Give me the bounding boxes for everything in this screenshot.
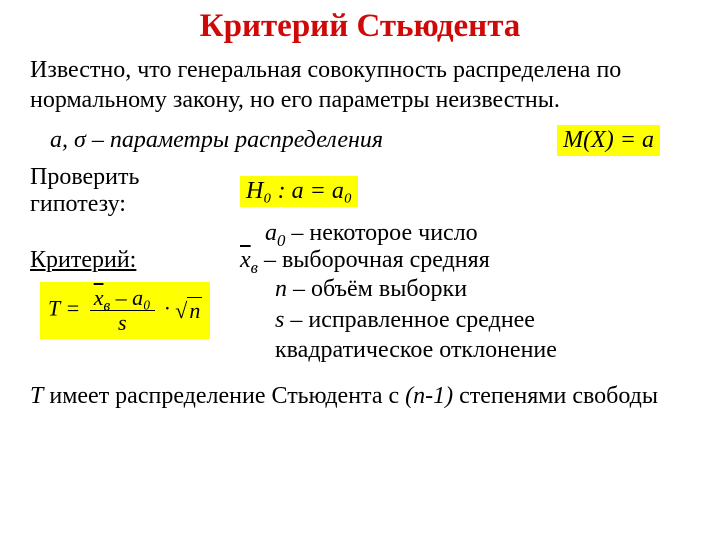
criterion-row: Критерий: xв – выборочная средняя <box>30 247 690 274</box>
h0-formula: H₀ : a = a₀ <box>240 176 358 207</box>
intro-paragraph: Известно, что генеральная совокупность р… <box>30 55 690 115</box>
slide-title: Критерий Стьюдента <box>30 8 690 45</box>
n-definition: n – объём выборки <box>275 276 690 303</box>
criterion-label: Критерий: <box>30 247 240 274</box>
a0-definition: a0 – некоторое число <box>265 220 690 247</box>
xv-definition: xв – выборочная средняя <box>240 247 490 274</box>
closing-paragraph: T имеет распределение Стьюдента с (n-1) … <box>30 381 690 411</box>
params-row: a, σ – параметры распределения M(X) = a <box>30 125 690 156</box>
hypothesis-row: Проверить гипотезу: H₀ : a = a₀ <box>30 164 690 218</box>
hypothesis-label: Проверить гипотезу: <box>30 164 240 218</box>
t-formula: T = xв – a₀ s · √n <box>40 282 210 339</box>
mx-formula: M(X) = a <box>557 125 660 156</box>
s-definition: s – исправленное среднее квадратическое … <box>275 305 690 365</box>
params-text: a, σ – параметры распределения <box>50 127 383 154</box>
